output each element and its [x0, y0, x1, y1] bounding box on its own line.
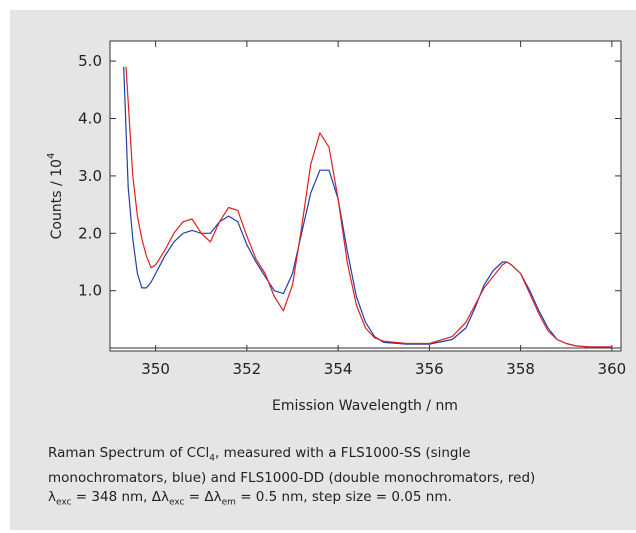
figure-caption: Raman Spectrum of CCl4, measured with a …	[48, 444, 636, 512]
caption-text: λ	[48, 488, 56, 505]
x-tick-label: 356	[415, 360, 444, 378]
caption-subscript: em	[221, 497, 236, 508]
caption-subscript: exc	[56, 497, 72, 508]
x-tick-label: 354	[324, 360, 353, 378]
caption-text: Raman Spectrum of CCl	[48, 445, 210, 461]
caption-line-3: λexc = 348 nm, Δλexc = Δλem = 0.5 nm, st…	[48, 488, 636, 513]
x-tick-label: 350	[141, 360, 170, 378]
caption-text: = 348 nm, Δλ	[71, 488, 169, 505]
caption-line-2: monochromators, blue) and FLS1000-DD (do…	[48, 469, 636, 488]
caption-line-1: Raman Spectrum of CCl4, measured with a …	[48, 444, 636, 469]
caption-subscript: exc	[168, 497, 185, 508]
y-axis-title-text: Counts / 10	[49, 159, 65, 239]
y-axis-title: Counts / 104	[46, 153, 65, 240]
caption-subscript: 4	[209, 453, 215, 464]
y-axis: 1.0 2.0 3.0 4.0 5.0	[78, 52, 621, 300]
caption-text: = Δλ	[184, 488, 222, 505]
y-tick-label: 4.0	[78, 110, 102, 128]
caption-text: monochromators, blue) and FLS1000-DD (do…	[48, 469, 536, 486]
caption-text: = 0.5 nm, step size = 0.05 nm.	[235, 488, 452, 505]
series-line	[125, 66, 612, 348]
plot-frame	[109, 40, 622, 352]
x-tick-label: 360	[598, 360, 627, 378]
raman-spectrum-chart: 1.0 2.0 3.0 4.0 5.0 350 352 354 356 358 360 Emiss…	[46, 40, 626, 414]
y-axis-title-group: Counts / 104	[46, 153, 65, 240]
y-tick-label: 3.0	[78, 167, 102, 185]
y-tick-label: 2.0	[78, 224, 102, 242]
y-tick-label: 5.0	[78, 52, 102, 70]
x-tick-label: 358	[506, 360, 535, 378]
x-axis: 350 352 354 356 358 360	[141, 41, 626, 378]
y-tick-label: 1.0	[78, 282, 102, 300]
x-axis-title: Emission Wavelength / nm	[272, 398, 458, 414]
caption-text: , measured with a FLS1000-SS (single	[214, 445, 471, 461]
series-group	[123, 66, 612, 348]
figure-panel: 1.0 2.0 3.0 4.0 5.0 350 352 354 356 358 360 Emiss…	[10, 10, 636, 530]
x-tick-label: 352	[233, 360, 262, 378]
y-axis-title-exponent: 4	[46, 153, 57, 159]
